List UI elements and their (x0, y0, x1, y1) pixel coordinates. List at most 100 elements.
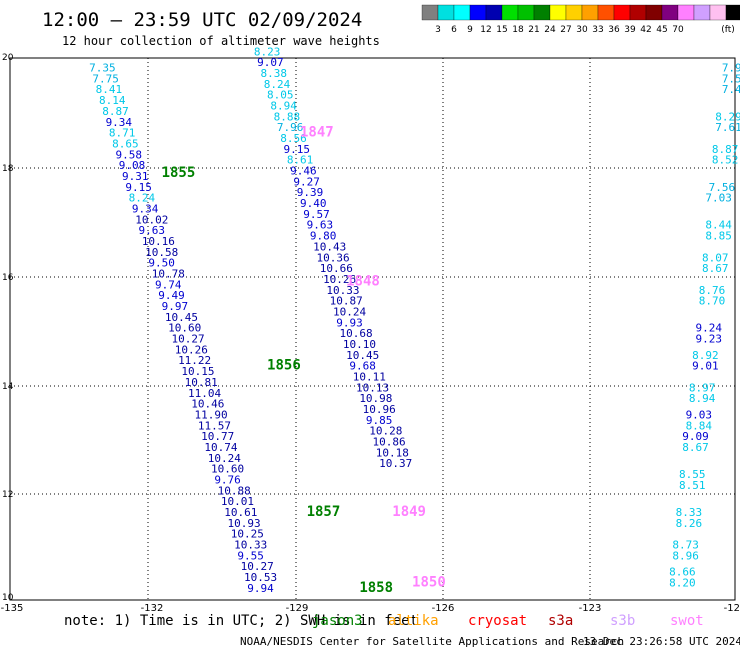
swh-value-label: 9.80 (310, 230, 337, 243)
swh-value-label: 8.76 (699, 284, 726, 297)
swh-value-label: 9.40 (300, 197, 327, 210)
swh-value-label: 9.57 (303, 208, 330, 221)
swh-value-label: 9.55 (237, 549, 263, 562)
plot-frame: -135 -132 -129 -126 -123 -124 20 18 16 14 12 10 (1, 53, 740, 614)
swh-value-label: 10.27 (171, 333, 204, 346)
colorbar-swatch (661, 4, 679, 21)
colorbar-swatch (645, 4, 663, 21)
swh-value-label: 8.70 (699, 295, 726, 308)
colorbar-swatch (549, 4, 567, 21)
swh-value-label: 9.58 (115, 148, 142, 161)
swh-value-label: 9.01 (692, 360, 719, 373)
swh-value-label: 7.35 (89, 62, 116, 75)
swh-value-label: 9.31 (122, 170, 149, 183)
chart-subtitle: 12 hour collection of altimeter wave hei… (62, 34, 380, 48)
swh-value-label: 10.43 (313, 240, 346, 253)
swh-value-label: 10.33 (234, 539, 267, 552)
swh-value-label: 8.24 (129, 192, 156, 205)
swh-value-label: 11.04 (188, 387, 221, 400)
swh-value-label: 10.88 (218, 484, 251, 497)
colorbar-swatch (725, 4, 740, 21)
swh-value-label: 10.46 (191, 398, 224, 411)
swh-value-label: 9.39 (297, 186, 324, 199)
colorbar-label: (ft) (721, 25, 735, 35)
colorbar-swatch (437, 4, 455, 21)
track-id-label: 1857 (307, 504, 341, 520)
colorbar-label: 36 (608, 25, 620, 35)
colorbar-label: 6 (451, 25, 457, 35)
colorbar-swatch (565, 4, 583, 21)
swh-value-label: 8.65 (112, 137, 139, 150)
swh-value-label: 9.34 (132, 202, 159, 215)
swh-value-label: 8.73 (672, 539, 699, 552)
swh-value-label: 9.93 (336, 316, 363, 329)
swh-value-label: 10.37 (379, 457, 412, 470)
colorbar-label: 15 (496, 25, 507, 35)
swh-value-label: 8.51 (679, 479, 706, 492)
swh-value-label: 10.27 (241, 560, 274, 573)
swh-value-label: 8.44 (705, 219, 732, 232)
swh-value-label: 9.74 (155, 278, 182, 291)
x-tick-label: -123 (579, 603, 602, 614)
swh-value-label: 8.26 (676, 517, 703, 530)
swh-value-label: 7.96 (277, 121, 304, 134)
swh-value-label: 10.24 (208, 452, 241, 465)
colorbar-label: 39 (624, 25, 636, 35)
track-id-label: 1850 (412, 574, 446, 590)
swh-value-label: 10.13 (356, 381, 389, 394)
swh-value-label: 11.57 (198, 419, 231, 432)
colorbar-label: 9 (467, 25, 473, 35)
colorbar-swatch (421, 4, 439, 21)
y-tick-label: 20 (2, 53, 14, 63)
track-id-label: 1848 (346, 274, 380, 290)
swh-value-label: 8.85 (705, 230, 732, 243)
swh-value-label: 7.90 (722, 62, 740, 75)
colorbar-swatch (501, 4, 519, 21)
swh-value-label: 8.92 (692, 349, 719, 362)
swh-value-label: 10.87 (330, 295, 363, 308)
swh-value-label: 8.38 (260, 67, 287, 80)
footer-note: note: 1) Time is in UTC; 2) SWH is in fe… (64, 613, 418, 629)
swh-value-label: 9.15 (125, 181, 152, 194)
colorbar-label: 33 (592, 25, 603, 35)
swh-value-label: 8.14 (99, 94, 126, 107)
swh-value-label: 10.98 (359, 392, 392, 405)
swh-value-label: 10.74 (204, 441, 237, 454)
colorbar-label: 3 (435, 25, 441, 35)
swh-value-label: 9.94 (247, 582, 274, 595)
colorbar-swatch (485, 4, 503, 21)
colorbar-swatch (677, 4, 695, 21)
swh-value-label: 10.18 (376, 446, 409, 459)
swh-value-label: 10.93 (228, 517, 261, 530)
swh-value-label: 9.76 (214, 473, 241, 486)
swh-value-label: 10.60 (168, 322, 201, 335)
swh-value-label: 8.23 (254, 45, 281, 58)
colorbar-label: 12 (480, 25, 491, 35)
swh-value-label: 10.68 (340, 327, 373, 340)
swh-value-label: 9.15 (284, 143, 311, 156)
swh-value-label: 8.88 (274, 110, 301, 123)
swh-value-label: 9.34 (106, 116, 133, 129)
swh-value-label: 10.45 (165, 311, 198, 324)
swh-value-label: 10.26 (175, 343, 208, 356)
swh-value-label: 11.90 (195, 408, 228, 421)
x-tick-label: -132 (141, 603, 164, 614)
swh-value-label: 11.22 (178, 354, 211, 367)
y-tick-label: 10 (2, 593, 14, 603)
chart-title: 12:00 — 23:59 UTC 02/09/2024 (42, 9, 362, 31)
plot-border (9, 57, 736, 601)
colorbar-swatch (597, 4, 615, 21)
colorbar-swatch (453, 4, 471, 21)
legend-jason3: jason3 (312, 613, 363, 629)
colorbar-swatch (469, 4, 487, 21)
track-id-label: 1855 (162, 165, 196, 181)
colorbar-swatch (613, 4, 631, 21)
swh-value-label: 8.66 (669, 566, 696, 579)
swh-value-label: 8.97 (689, 381, 716, 394)
swh-value-label: 10.36 (316, 251, 349, 264)
swh-value-label: 9.63 (139, 224, 166, 237)
swh-value-label: 8.61 (287, 154, 314, 167)
swh-value-label: 10.53 (244, 571, 277, 584)
swh-value-label: 10.24 (333, 305, 366, 318)
swh-value-label: 8.56 (280, 132, 307, 145)
